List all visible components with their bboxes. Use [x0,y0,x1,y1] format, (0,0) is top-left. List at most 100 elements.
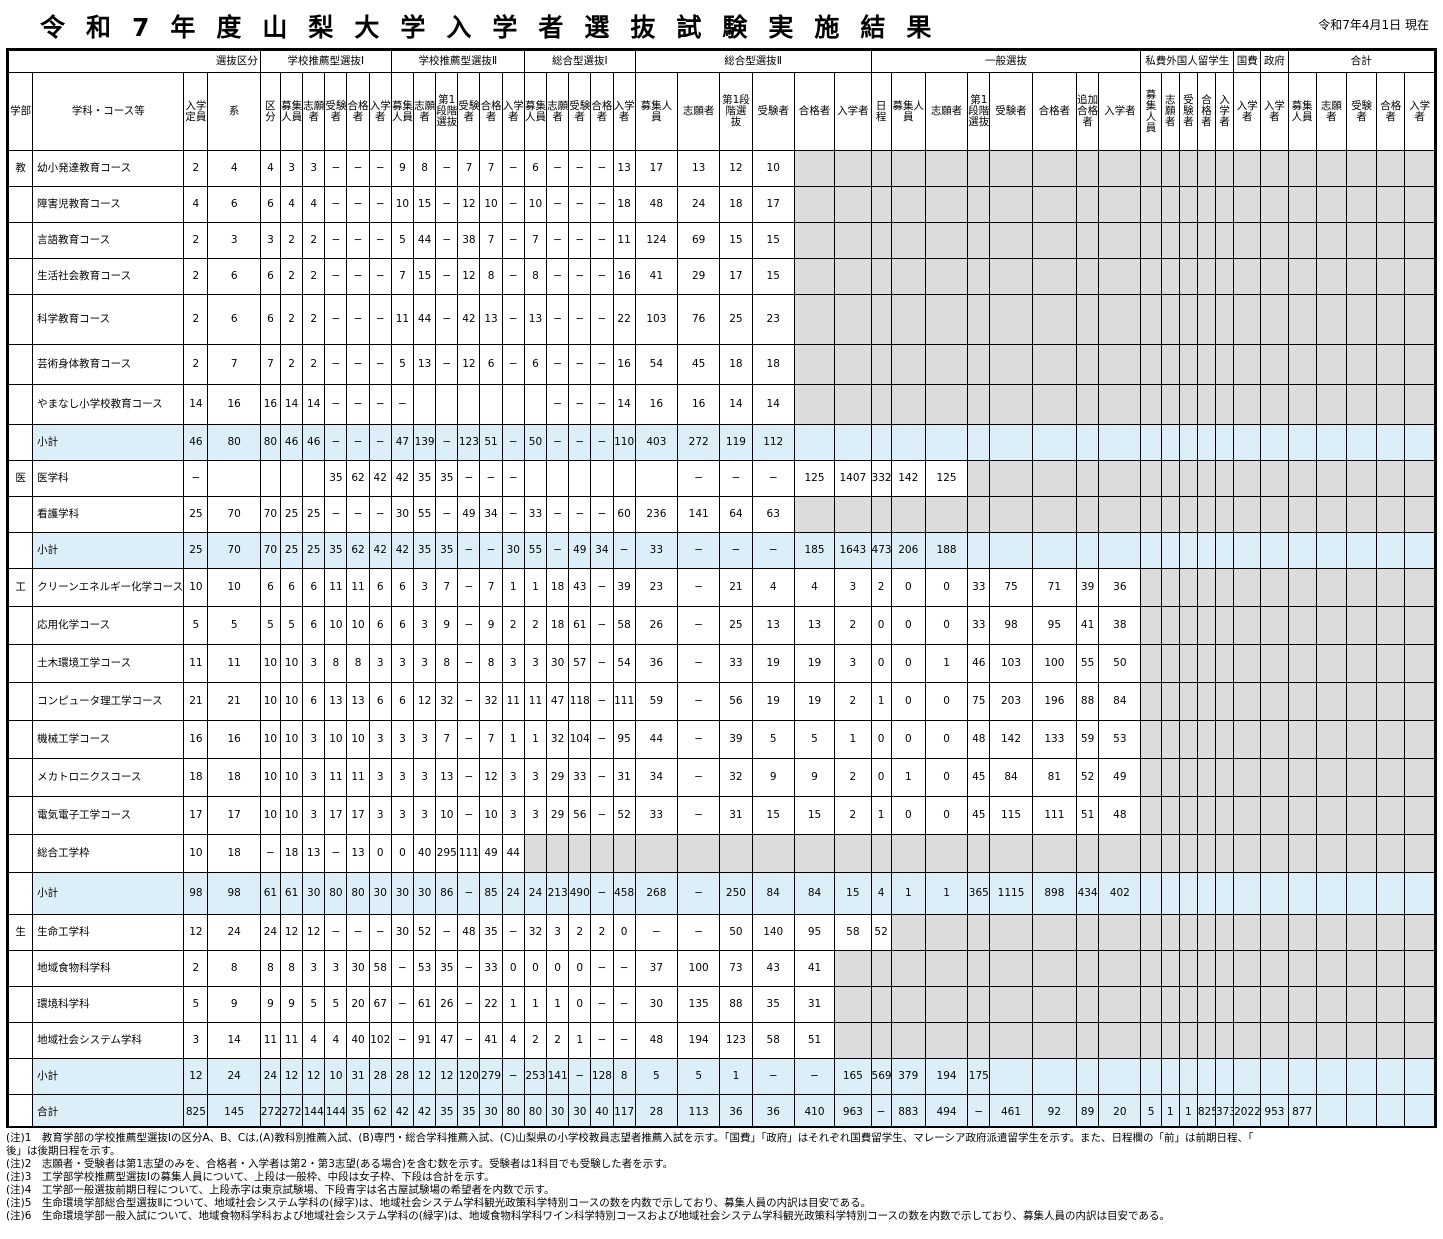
value-cell: − [390,950,415,987]
value-cell: 145 [207,1094,261,1126]
value-cell [1178,606,1198,645]
value-cell: 5 [751,720,795,759]
value-cell [1260,532,1289,569]
value-cell: − [546,532,570,569]
faculty-cell [8,720,34,759]
value-cell [279,460,304,497]
value-cell: 268 [634,872,679,915]
value-cell: 69 [677,222,721,259]
value-cell [1260,682,1289,721]
faculty-cell [8,384,34,425]
value-cell [259,460,282,497]
value-cell [1178,872,1198,915]
value-cell: 53 [413,950,437,987]
value-cell [1404,150,1435,187]
value-cell [1260,222,1289,259]
value-cell: − [546,150,570,187]
value-cell: 6 [259,294,282,345]
faculty-cell [8,796,34,835]
dept-name: 障害児教育コース [32,186,185,223]
value-cell [1404,294,1435,345]
value-cell: 3 [413,644,437,683]
value-cell: 953 [1260,1094,1289,1126]
value-cell: 6 [479,344,503,385]
value-cell [1076,1058,1100,1095]
value-cell: 8 [479,258,503,295]
dept-name: 医学科 [32,460,185,497]
value-cell: 17 [324,796,348,835]
value-cell: 6 [302,568,326,607]
value-cell: 6 [207,186,261,223]
value-cell: 33 [523,496,548,533]
value-cell: 55 [1076,644,1100,683]
value-cell [1260,872,1289,915]
value-cell: 8 [324,644,348,683]
value-cell: 31 [793,986,836,1023]
value-cell [1260,606,1289,645]
value-cell [1345,258,1378,295]
value-cell: 25 [279,496,304,533]
value-cell: 31 [719,796,753,835]
value-cell: − [546,222,570,259]
value-cell: 98 [207,872,261,915]
value-cell: − [435,222,459,259]
value-cell: − [751,1058,795,1095]
value-cell: 2 [834,796,872,835]
value-cell: − [501,258,525,295]
value-cell: 272 [279,1094,304,1126]
note-line: (注)5 生命環境学部総合型選抜Ⅱについて、地域社会システム学科の(緑字)は、地… [6,1197,872,1209]
value-cell [1160,294,1180,345]
dept-name: 電気電子工学コース [32,796,185,835]
value-cell: 194 [924,1058,969,1095]
value-cell [1160,606,1180,645]
col-shigan: 志願者 [924,72,969,151]
value-cell: 7 [479,568,503,607]
value-cell: 10 [346,720,370,759]
value-cell [1404,720,1435,759]
value-cell: − [435,294,459,345]
value-cell: 8 [279,950,304,987]
value-cell [1233,186,1262,223]
value-cell: 20 [346,986,370,1023]
value-cell [1260,568,1289,607]
value-cell [1315,950,1347,987]
value-cell [1214,460,1235,497]
value-cell: 34 [634,758,679,797]
value-cell: 10 [259,644,282,683]
value-cell: 118 [568,682,592,721]
value-cell: − [501,496,525,533]
value-cell [1031,186,1078,223]
value-cell: 825 [183,1094,209,1126]
col-dai1: 第1段階選抜 [967,72,991,151]
value-cell: 35 [435,1094,459,1126]
value-cell: 71 [1031,568,1078,607]
value-cell: − [183,460,209,497]
value-cell: 47 [546,682,570,721]
value-cell: 6 [390,606,415,645]
value-cell: 104 [568,720,592,759]
col-dai1: 第1段階選抜 [719,72,753,151]
value-cell [1160,950,1180,987]
value-cell [1098,950,1142,987]
value-cell [1260,914,1289,951]
value-cell: − [346,258,370,295]
value-cell [1376,872,1406,915]
col-shigan: 志願者 [1160,72,1180,151]
value-cell [989,424,1033,461]
value-cell: 1 [546,986,570,1023]
value-cell: 40 [346,1022,370,1059]
value-cell: 877 [1287,1094,1317,1126]
value-cell: − [612,986,636,1023]
value-cell: 36 [719,1094,753,1126]
value-cell [890,150,926,187]
value-cell [1214,150,1235,187]
value-cell: 80 [207,424,261,461]
value-cell: 111 [612,682,636,721]
value-cell: 3 [501,758,525,797]
value-cell: 4 [183,186,209,223]
value-cell: 112 [751,424,795,461]
value-cell [1233,758,1262,797]
value-cell [1376,1094,1406,1126]
value-cell [1031,258,1078,295]
value-cell: 70 [207,496,261,533]
